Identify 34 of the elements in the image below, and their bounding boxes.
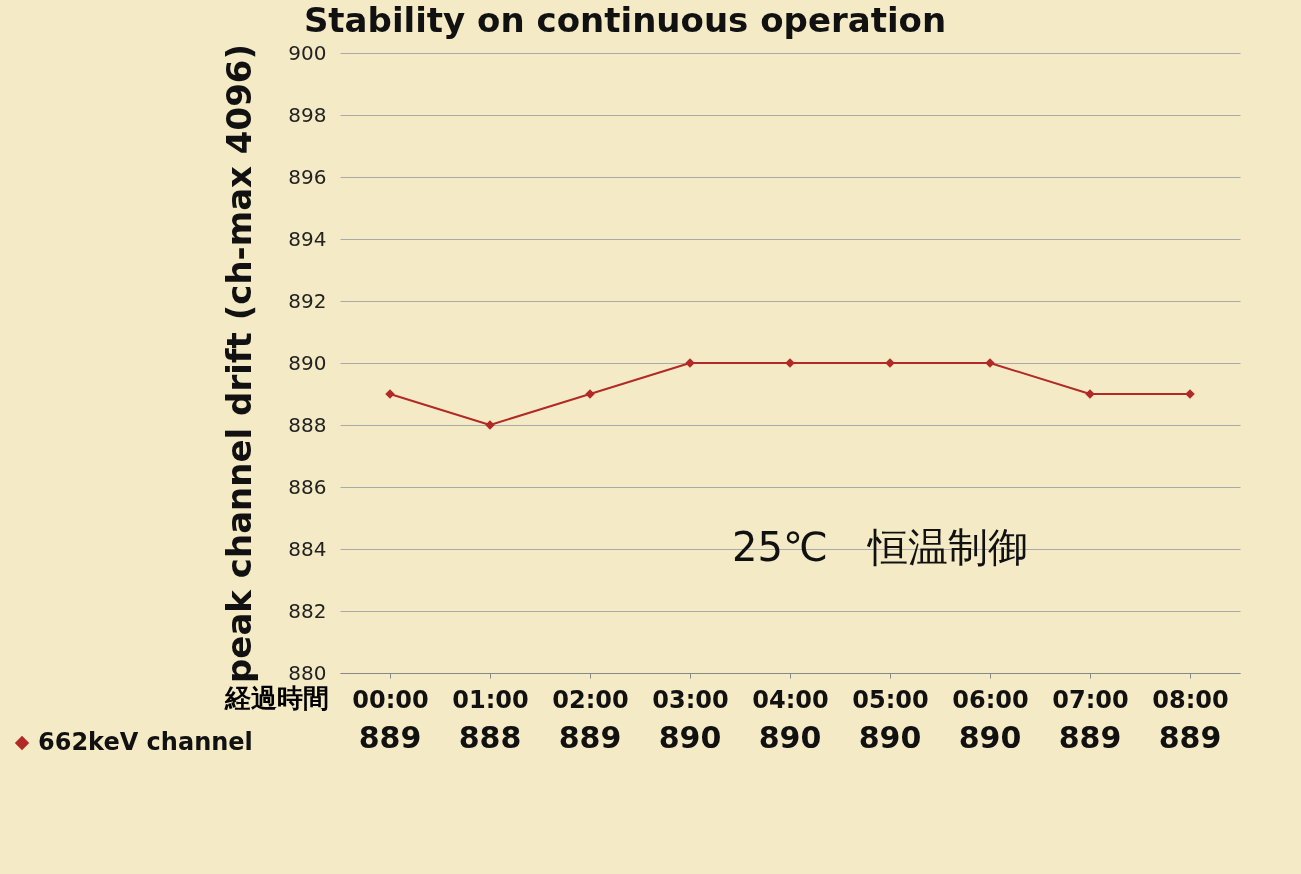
x-tick-label: 03:00 <box>652 685 729 714</box>
y-tick-label: 886 <box>288 474 327 499</box>
y-tick-label: 888 <box>288 412 327 437</box>
data-label: 890 <box>958 720 1022 755</box>
x-tick-label: 04:00 <box>752 685 829 714</box>
legend-label: 662keV channel <box>38 728 253 756</box>
y-tick-label: 896 <box>288 164 327 189</box>
data-label: 888 <box>458 720 522 755</box>
data-label: 889 <box>558 720 622 755</box>
y-tick-label: 890 <box>288 350 327 375</box>
annotation: 25℃ 恒温制御 <box>732 524 1028 570</box>
y-tick-label: 900 <box>288 40 327 65</box>
y-tick-label: 892 <box>288 288 327 313</box>
data-label: 890 <box>858 720 922 755</box>
x-tick-label: 01:00 <box>452 685 529 714</box>
data-label: 889 <box>358 720 422 755</box>
y-tick-label: 898 <box>288 102 327 127</box>
data-label: 890 <box>758 720 822 755</box>
y-tick-label: 882 <box>288 598 327 623</box>
x-tick-label: 07:00 <box>1052 685 1129 714</box>
data-label: 889 <box>1058 720 1122 755</box>
x-axis-title: 経過時間 <box>223 682 329 713</box>
y-tick-label: 894 <box>288 226 327 251</box>
y-axis-title: peak channel drift (ch-max 4096) <box>219 43 260 684</box>
data-label: 889 <box>1158 720 1222 755</box>
chart-title: Stability on continuous operation <box>303 0 947 40</box>
data-label: 890 <box>658 720 722 755</box>
x-tick-label: 02:00 <box>552 685 629 714</box>
x-tick-label: 05:00 <box>852 685 929 714</box>
y-tick-label: 884 <box>288 536 327 561</box>
x-tick-label: 00:00 <box>352 685 429 714</box>
x-tick-label: 06:00 <box>952 685 1029 714</box>
x-tick-label: 08:00 <box>1152 685 1229 714</box>
y-tick-label: 880 <box>288 660 327 685</box>
